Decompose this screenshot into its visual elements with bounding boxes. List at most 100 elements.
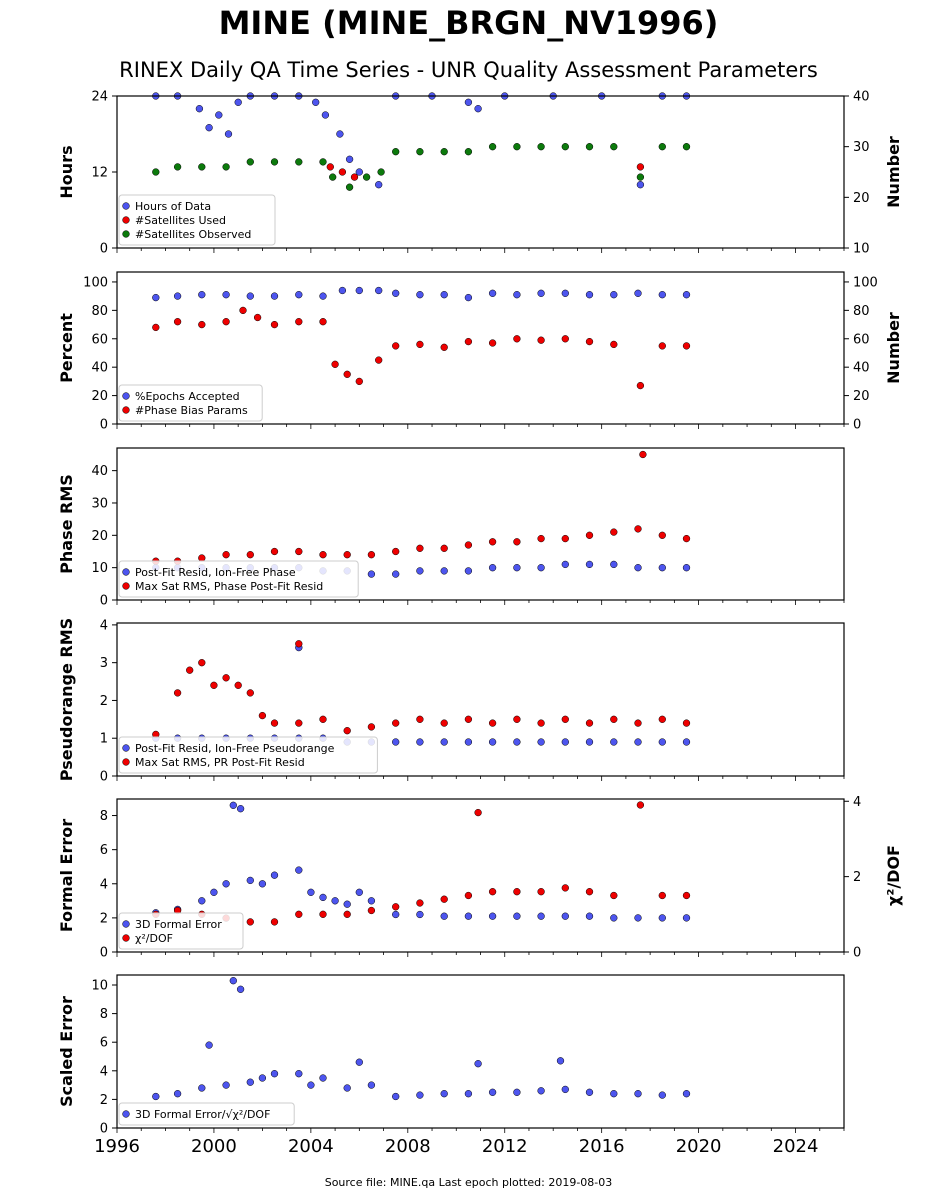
data-point-s1 (205, 124, 213, 132)
panel-2: 0 20 40 60 80 100 0 20 40 60 80 100 Percent Number %Ep… (57, 271, 903, 433)
y-tick-label: 10 (91, 979, 108, 994)
data-point-s2 (295, 318, 303, 326)
data-point-s2 (636, 163, 645, 171)
y-tick-label: 6 (100, 1036, 108, 1051)
y-tick-label: 80 (91, 304, 108, 319)
data-point-s1 (236, 805, 245, 813)
legend-entry: #Satellites Used (135, 214, 226, 227)
data-point-s1 (610, 1090, 618, 1098)
data-point-s1 (682, 914, 691, 922)
data-point-s1 (634, 914, 642, 922)
data-point-s2 (658, 891, 666, 900)
y-tick-label: 2 (100, 694, 108, 709)
data-point-s1 (392, 289, 400, 297)
data-point-s2 (561, 335, 569, 343)
data-point-s1 (658, 564, 666, 572)
legend-marker (122, 392, 130, 400)
data-point-s1 (513, 1088, 521, 1096)
data-point-s2 (537, 534, 545, 543)
data-point-s2 (367, 551, 376, 559)
data-point-s1 (561, 912, 569, 920)
data-point-s2 (561, 715, 569, 723)
data-point-s1 (585, 1088, 594, 1096)
data-point-s3 (682, 143, 691, 151)
data-point-s1 (258, 1074, 267, 1082)
y-tick-label: 2 (100, 911, 108, 926)
data-point-s1 (343, 1084, 351, 1092)
data-point-s1 (537, 738, 545, 746)
data-point-s1 (392, 738, 400, 746)
legend-entry: %Epochs Accepted (135, 390, 240, 403)
data-point-s1 (295, 291, 303, 299)
data-point-s1 (556, 1057, 565, 1065)
data-points (152, 450, 691, 578)
data-points (152, 801, 691, 926)
data-point-s1 (270, 292, 279, 300)
y-tick-label: 8 (100, 1007, 108, 1022)
legend-marker (122, 406, 130, 414)
y-axis-label: Formal Error (57, 819, 76, 932)
y2-tick-label: 0 (853, 946, 861, 961)
data-point-s1 (295, 1070, 303, 1078)
data-point-s1 (440, 567, 448, 575)
data-point-s1 (488, 912, 497, 920)
data-point-s1 (561, 560, 569, 569)
data-point-s2 (513, 888, 521, 896)
y2-tick-label: 30 (853, 140, 870, 155)
data-point-s3 (246, 158, 254, 166)
data-point-s1 (634, 1090, 642, 1098)
data-point-s3 (585, 143, 594, 151)
data-point-s1 (210, 888, 218, 896)
data-point-s3 (392, 148, 400, 156)
y-axis-label: Percent (57, 313, 76, 383)
y2-axis-label: Number (884, 136, 903, 208)
data-point-s2 (270, 547, 279, 556)
data-point-s2 (326, 163, 334, 171)
data-point-s2 (464, 541, 473, 549)
data-point-s1 (307, 888, 315, 896)
data-point-s1 (464, 567, 473, 575)
data-point-s1 (205, 1041, 213, 1049)
data-point-s2 (392, 547, 400, 556)
data-point-s2 (634, 719, 642, 727)
data-point-s2 (152, 323, 160, 332)
data-point-s1 (375, 181, 383, 189)
data-point-s1 (336, 130, 344, 138)
y-axis-label: Phase RMS (57, 474, 76, 574)
data-point-s2 (488, 719, 497, 727)
data-point-s2 (682, 719, 691, 727)
data-point-s2 (173, 318, 182, 326)
y2-tick-label: 60 (853, 332, 870, 347)
y2-tick-label: 100 (853, 275, 878, 290)
data-point-s2 (270, 719, 279, 727)
data-point-s3 (513, 143, 521, 151)
data-point-s1 (682, 1090, 691, 1098)
data-point-s1 (195, 105, 204, 113)
data-point-s2 (610, 891, 618, 900)
data-point-s1 (682, 291, 691, 299)
y-tick-label: 12 (91, 166, 108, 181)
data-point-s3 (270, 158, 279, 166)
data-point-s1 (367, 1081, 376, 1089)
y-tick-label: 20 (91, 389, 108, 404)
data-point-s1 (488, 289, 497, 297)
data-point-s2 (392, 903, 400, 911)
data-point-s3 (561, 143, 569, 151)
x-tick-label: 2016 (579, 1136, 625, 1157)
y-tick-label: 6 (100, 843, 108, 858)
data-point-s1 (338, 286, 347, 295)
data-point-s1 (270, 1070, 279, 1078)
data-point-s1 (222, 1081, 230, 1089)
data-points (152, 286, 691, 390)
data-point-s1 (222, 291, 230, 299)
data-point-s1 (392, 1092, 400, 1101)
data-point-s2 (488, 888, 497, 896)
data-point-s1 (198, 897, 206, 905)
data-point-s1 (319, 893, 327, 902)
data-point-s1 (246, 1078, 254, 1086)
y-tick-label: 10 (91, 561, 108, 576)
legend-marker (122, 920, 130, 928)
legend-box (118, 1102, 295, 1126)
data-point-s2 (222, 551, 230, 559)
